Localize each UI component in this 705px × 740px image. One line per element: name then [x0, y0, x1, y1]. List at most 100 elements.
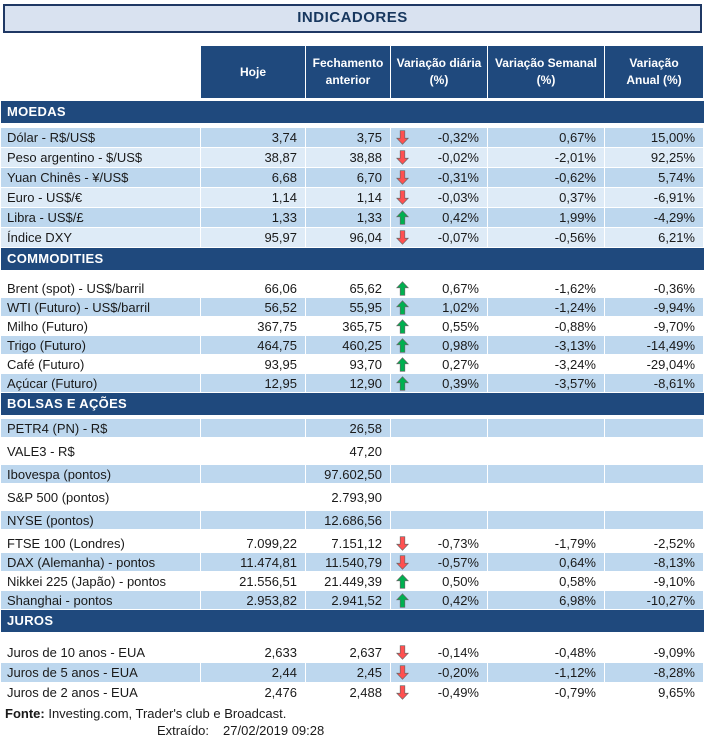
- variacao-anual-value: -9,70%: [605, 317, 704, 335]
- hoje-value: [201, 511, 306, 529]
- table-row: DAX (Alemanha) - pontos 11.474,81 11.540,7…: [1, 553, 704, 572]
- variacao-diaria-cell: 1,02%: [391, 298, 488, 316]
- variacao-diaria-value: -0,02%: [437, 150, 479, 165]
- table-row: Juros de 5 anos - EUA 2,44 2,45 -0,20% -1,12…: [1, 663, 704, 683]
- variacao-anual-value: 5,74%: [605, 168, 704, 187]
- variacao-diaria-value: -0,49%: [437, 685, 479, 700]
- table-row: VALE3 - R$ 47,20: [1, 442, 704, 461]
- variacao-diaria-cell: -0,20%: [391, 663, 488, 682]
- col-header-variacao-anual: Variação Anual (%): [605, 46, 704, 98]
- variacao-diaria-cell: [391, 465, 488, 483]
- variacao-diaria-cell: 0,50%: [391, 572, 488, 590]
- variacao-anual-value: 9,65%: [605, 683, 704, 702]
- variacao-anual-value: -8,61%: [605, 374, 704, 392]
- fechamento-anterior-value: 1,14: [306, 188, 391, 207]
- variacao-semanal-value: [488, 488, 605, 506]
- table-row: Shanghai - pontos 2.953,82 2.941,52 0,42% 6,…: [1, 591, 704, 610]
- variacao-semanal-value: -2,01%: [488, 148, 605, 167]
- variacao-diaria-cell: 0,27%: [391, 355, 488, 373]
- table-row: Juros de 10 anos - EUA 2,633 2,637 -0,14% -0…: [1, 643, 704, 663]
- table-header-row: Hoje Fechamento anterior Variação diária…: [1, 46, 704, 98]
- hoje-value: 6,68: [201, 168, 306, 187]
- variacao-semanal-value: 0,37%: [488, 188, 605, 207]
- variacao-diaria-cell: -0,02%: [391, 148, 488, 167]
- fechamento-anterior-value: 1,33: [306, 208, 391, 227]
- fechamento-anterior-value: 365,75: [306, 317, 391, 335]
- table-row: Libra - US$/£ 1,33 1,33 0,42% 1,99% -4,29%: [1, 208, 704, 228]
- fechamento-anterior-value: 38,88: [306, 148, 391, 167]
- row-label: Libra - US$/£: [1, 208, 201, 227]
- row-label: Peso argentino - $/US$: [1, 148, 201, 167]
- hoje-value: 1,14: [201, 188, 306, 207]
- variacao-diaria-cell: -0,49%: [391, 683, 488, 702]
- fechamento-anterior-value: 6,70: [306, 168, 391, 187]
- variacao-anual-value: -9,10%: [605, 572, 704, 590]
- down-arrow-icon: [396, 535, 409, 551]
- variacao-anual-value: -6,91%: [605, 188, 704, 207]
- variacao-diaria-value: -0,57%: [437, 554, 479, 570]
- up-arrow-icon: [396, 337, 409, 353]
- down-arrow-icon: [396, 190, 409, 205]
- fechamento-anterior-value: 2,488: [306, 683, 391, 702]
- variacao-diaria-cell: -0,03%: [391, 188, 488, 207]
- up-arrow-icon: [396, 280, 409, 296]
- up-arrow-icon: [396, 375, 409, 391]
- row-label: Dólar - R$/US$: [1, 128, 201, 147]
- hoje-value: [201, 442, 306, 460]
- variacao-diaria-cell: -0,07%: [391, 228, 488, 247]
- row-label: DAX (Alemanha) - pontos: [1, 553, 201, 571]
- source-text: Investing.com, Trader's club e Broadcast…: [44, 706, 287, 721]
- variacao-anual-value: -2,52%: [605, 534, 704, 552]
- title-spacer: [1, 33, 704, 46]
- hoje-value: [201, 419, 306, 437]
- page-title: INDICADORES: [3, 4, 702, 33]
- row-label: Açúcar (Futuro): [1, 374, 201, 392]
- variacao-semanal-value: 1,99%: [488, 208, 605, 227]
- variacao-anual-value: 15,00%: [605, 128, 704, 147]
- variacao-semanal-value: [488, 511, 605, 529]
- col-header-variacao-diaria: Variação diária (%): [391, 46, 488, 98]
- fechamento-anterior-value: 460,25: [306, 336, 391, 354]
- header-empty-cell: [1, 46, 201, 98]
- variacao-anual-value: -9,94%: [605, 298, 704, 316]
- variacao-semanal-value: -0,62%: [488, 168, 605, 187]
- fechamento-anterior-value: 7.151,12: [306, 534, 391, 552]
- table-row: Peso argentino - $/US$ 38,87 38,88 -0,02% -2…: [1, 148, 704, 168]
- variacao-anual-value: -4,29%: [605, 208, 704, 227]
- hoje-value: 2,633: [201, 643, 306, 662]
- variacao-diaria-value: 0,50%: [442, 573, 479, 589]
- hoje-value: 56,52: [201, 298, 306, 316]
- variacao-diaria-cell: 0,98%: [391, 336, 488, 354]
- variacao-anual-value: -8,28%: [605, 663, 704, 682]
- variacao-anual-value: [605, 442, 704, 460]
- hoje-value: 3,74: [201, 128, 306, 147]
- variacao-diaria-value: 0,42%: [442, 210, 479, 225]
- variacao-diaria-cell: -0,73%: [391, 534, 488, 552]
- down-arrow-icon: [396, 645, 409, 660]
- row-label: PETR4 (PN) - R$: [1, 419, 201, 437]
- row-label: Índice DXY: [1, 228, 201, 247]
- fechamento-anterior-value: 2,45: [306, 663, 391, 682]
- hoje-value: 2,44: [201, 663, 306, 682]
- table-row: PETR4 (PN) - R$ 26,58: [1, 419, 704, 438]
- fechamento-anterior-value: 65,62: [306, 279, 391, 297]
- variacao-diaria-cell: 0,39%: [391, 374, 488, 392]
- variacao-semanal-value: [488, 442, 605, 460]
- variacao-diaria-cell: -0,31%: [391, 168, 488, 187]
- hoje-value: 2.953,82: [201, 591, 306, 609]
- row-label: Shanghai - pontos: [1, 591, 201, 609]
- variacao-diaria-value: -0,20%: [437, 665, 479, 680]
- section-header-juros: JUROS: [1, 610, 704, 632]
- fechamento-anterior-value: 2,637: [306, 643, 391, 662]
- table-row: FTSE 100 (Londres) 7.099,22 7.151,12 -0,73%…: [1, 534, 704, 553]
- fechamento-anterior-value: 12,90: [306, 374, 391, 392]
- variacao-semanal-value: -0,56%: [488, 228, 605, 247]
- section-gap: [1, 632, 704, 643]
- row-label: Nikkei 225 (Japão) - pontos: [1, 572, 201, 590]
- variacao-anual-value: 92,25%: [605, 148, 704, 167]
- down-arrow-icon: [396, 130, 409, 145]
- variacao-diaria-value: 0,67%: [442, 280, 479, 296]
- table-row: Milho (Futuro) 367,75 365,75 0,55% -0,88% -9,…: [1, 317, 704, 336]
- variacao-diaria-value: -0,14%: [437, 645, 479, 660]
